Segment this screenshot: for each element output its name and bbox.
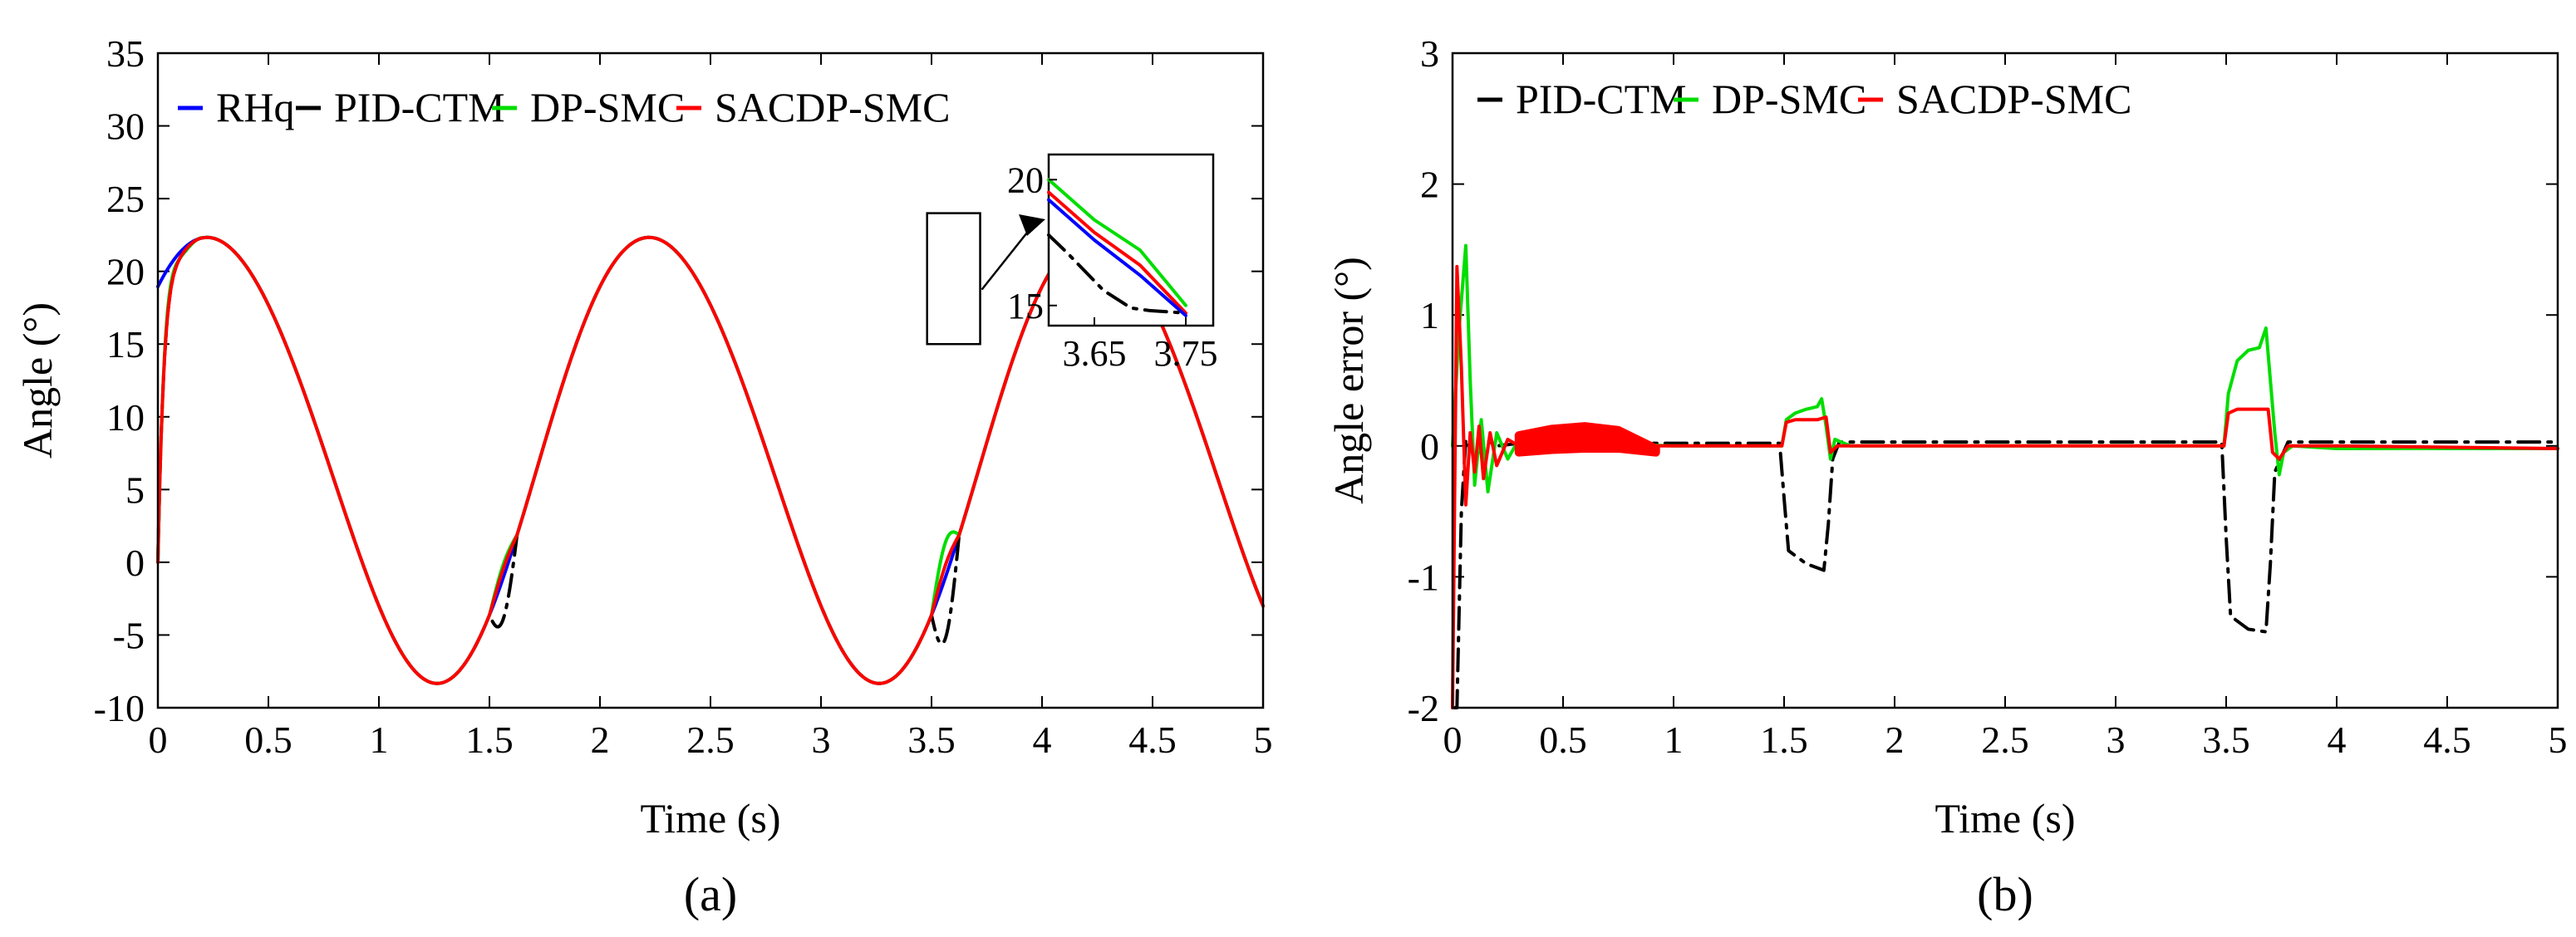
chart-a-zoom-arrowhead (1019, 214, 1045, 236)
chart-a: 0 0.5 1 1.5 2 2.5 3 3.5 4 4.5 5 -10 -5 0 5 10 15 20 25 30 35… (14, 32, 1273, 921)
chart-b-xtick-label: 2.5 (1981, 719, 2029, 761)
chart-a-ytick-label: 25 (106, 178, 145, 220)
chart-b-xtick-label: 4 (2328, 719, 2347, 761)
chart-a-legend-label: DP-SMC (530, 84, 685, 130)
chart-b-ytick-label: -2 (1408, 687, 1439, 729)
chart-b-legend-label: PID-CTM (1516, 76, 1687, 122)
chart-a-zoom-arrow (981, 223, 1035, 291)
chart-b-line-sacdp-smc (1451, 264, 2559, 709)
chart-a-legend-label: PID-CTM (334, 84, 505, 130)
chart-a-xtick-label: 5 (1254, 719, 1273, 761)
chart-b-series (1451, 243, 2559, 709)
chart-b-panel-label: (b) (1977, 867, 2033, 921)
chart-a-ytick-label: -10 (94, 687, 145, 729)
chart-a-inset-line-rhq (1047, 198, 1187, 317)
chart-a-xtick-label: 0 (149, 719, 168, 761)
chart-a-xtick-label: 2.5 (686, 719, 735, 761)
chart-a-xtick-label: 4 (1033, 719, 1052, 761)
chart-b-plot-frame (1451, 52, 2559, 709)
chart-b-legend-label: SACDP-SMC (1896, 76, 2131, 122)
chart-a-ytick-label: 0 (125, 542, 145, 584)
chart-b-xtick-label: 5 (2549, 719, 2568, 761)
chart-b-ytick-label: 2 (1420, 164, 1439, 206)
chart-b-ytick-label: -1 (1408, 556, 1439, 598)
chart-a-inset-ytick-label: 15 (1007, 286, 1044, 326)
chart-a-ytick-label: 10 (106, 396, 145, 439)
chart-a-xtick-label: 4.5 (1128, 719, 1177, 761)
chart-a-ytick-label: -5 (113, 614, 145, 656)
chart-a-ylabel: Angle (°) (14, 302, 61, 459)
chart-b-legend: PID-CTM DP-SMC SACDP-SMC (1477, 76, 2131, 122)
chart-a-ytick-label: 15 (106, 323, 145, 365)
chart-a-inset-xtick-label: 3.65 (1063, 333, 1127, 374)
chart-b-xtick-label: 0.5 (1539, 719, 1587, 761)
chart-a-xlabel: Time (s) (640, 795, 780, 841)
chart-b-ylabel: Angle error (°) (1325, 257, 1372, 504)
chart-b-legend-label: DP-SMC (1712, 76, 1866, 122)
chart-b-xtick-label: 3 (2107, 719, 2126, 761)
chart-b: 0 0.5 1 1.5 2 2.5 3 3.5 4 4.5 5 -2 -1 0 1 2 3 Time (s) A… (1325, 32, 2568, 921)
chart-b-xtick-label: 1 (1664, 719, 1684, 761)
chart-a-xtick-label: 0.5 (244, 719, 293, 761)
chart-a-ytick-label: 35 (106, 32, 145, 75)
chart-a-legend: RHq PID-CTM DP-SMC SACDP-SMC (178, 84, 950, 130)
chart-b-xtick-label: 0 (1443, 719, 1463, 761)
chart-a-xtick-label: 3.5 (907, 719, 956, 761)
chart-b-xtick-label: 1.5 (1760, 719, 1808, 761)
chart-a-inset-line-dp-smc (1047, 178, 1187, 307)
chart-b-xtick-label: 2 (1885, 719, 1905, 761)
chart-a-xtick-label: 1 (370, 719, 389, 761)
chart-b-xtick-label: 4.5 (2423, 719, 2471, 761)
chart-a-xtick-label: 3 (812, 719, 831, 761)
chart-a-inset-ytick-label: 20 (1007, 159, 1044, 200)
chart-a-inset-line-pid-ctm (1047, 233, 1187, 315)
chart-a-ytick-label: 20 (106, 251, 145, 293)
chart-a-ytick-label: 5 (125, 468, 145, 511)
chart-a-plot-frame (156, 52, 1265, 709)
chart-a-tick-labels: 0 0.5 1 1.5 2 2.5 3 3.5 4 4.5 5 -10 -5 0 5 10 15 20 25 30 35 (94, 32, 1273, 761)
chart-b-xlabel: Time (s) (1934, 795, 2075, 841)
chart-a-inset-xtick-label: 3.75 (1154, 333, 1218, 374)
chart-a-ytick-label: 30 (106, 105, 145, 148)
chart-b-tick-labels: 0 0.5 1 1.5 2 2.5 3 3.5 4 4.5 5 -2 -1 0 1 2 3 (1408, 32, 2568, 761)
chart-a-inset: 3.65 3.75 15 20 (926, 153, 1218, 374)
chart-b-ytick-label: 3 (1420, 32, 1439, 75)
chart-a-inset-frame (1047, 153, 1215, 327)
chart-a-legend-label: RHq (216, 84, 294, 130)
chart-a-xtick-label: 1.5 (465, 719, 514, 761)
chart-b-chatter-band (1514, 422, 1660, 457)
chart-b-line-dp-smc (1451, 243, 2559, 493)
chart-b-ytick-label: 1 (1420, 294, 1439, 336)
chart-a-legend-label: SACDP-SMC (715, 84, 950, 130)
chart-a-inset-line-sacdp-smc (1047, 190, 1187, 315)
chart-a-panel-label: (a) (684, 867, 737, 921)
chart-b-xtick-label: 3.5 (2202, 719, 2250, 761)
chart-a-xtick-label: 2 (591, 719, 610, 761)
chart-a-zoom-window (926, 212, 981, 346)
chart-b-ytick-label: 0 (1420, 425, 1439, 468)
